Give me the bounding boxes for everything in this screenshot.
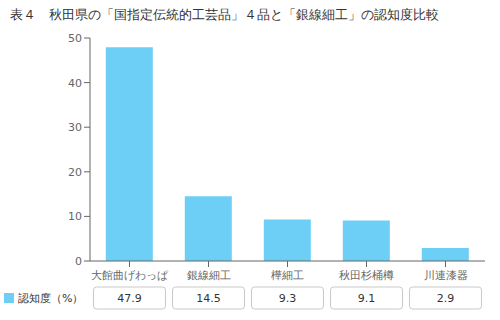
svg-text:40: 40 [68,77,82,90]
svg-text:50: 50 [68,32,82,45]
svg-text:30: 30 [68,121,82,134]
html-text:表４ 秋田県の「国指定伝統的工芸品」４品と「銀線細工」の認知: 表４ 秋田県の「国指定伝統的工芸品」４品と「銀線細工」の認知度比較 [10,7,439,22]
svg-text:銀線細工: 銀線細工 [187,269,231,282]
svg-text:秋田杉桶樽: 秋田杉桶樽 [339,269,394,282]
svg-text:大館曲げわっぱ: 大館曲げわっぱ [91,269,168,282]
svg-text:20: 20 [68,166,82,179]
svg-text:9.1: 9.1 [358,292,376,305]
svg-text:0: 0 [75,255,82,268]
svg-text:2.9: 2.9 [437,292,455,305]
svg-text:10: 10 [68,210,82,223]
svg-text:川連漆器: 川連漆器 [424,269,468,282]
svg-text:47.9: 47.9 [117,292,142,305]
svg-text:14.5: 14.5 [196,292,221,305]
html-text:認知度（%）: 認知度（%） [18,291,84,305]
svg-text:9.3: 9.3 [279,292,297,305]
svg-text:樺細工: 樺細工 [271,269,304,282]
